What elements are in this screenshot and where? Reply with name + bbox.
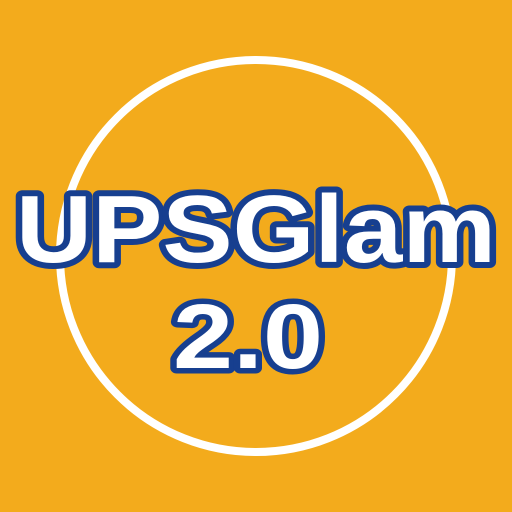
logo-title: UPSGlam	[16, 176, 496, 283]
logo-ring	[56, 56, 456, 456]
logo-version: 2.0	[173, 286, 323, 388]
